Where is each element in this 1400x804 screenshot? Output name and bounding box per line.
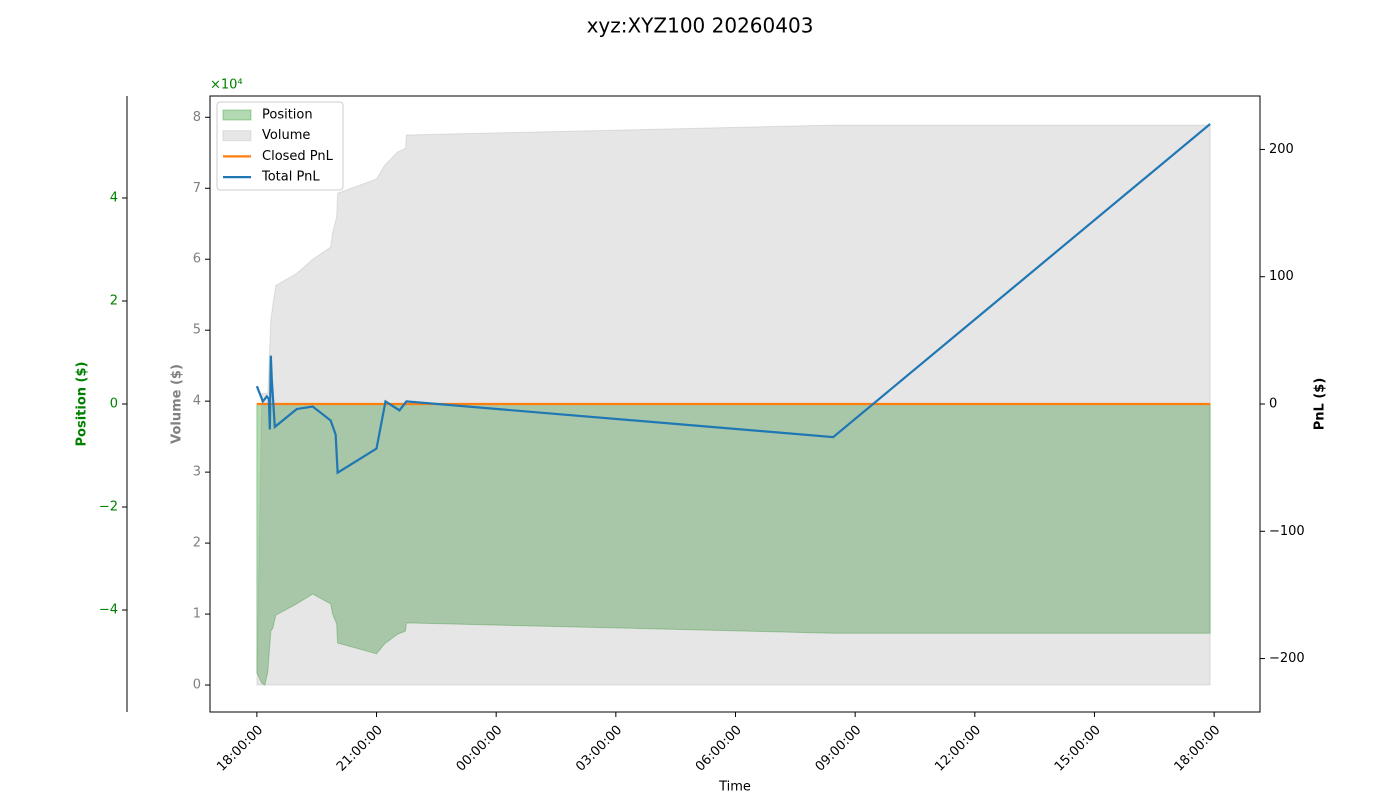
- y-tick-label: 5: [193, 323, 201, 338]
- y-tick-label: −2: [99, 500, 118, 515]
- y-axis-label: Position ($): [75, 362, 90, 447]
- y-axis-label: PnL ($): [1313, 378, 1328, 431]
- chart-title: xyz:XYZ100 20260403: [587, 14, 814, 38]
- y-tick-label: −200: [1269, 651, 1305, 666]
- y-tick-label: 3: [193, 465, 201, 480]
- y-tick-label: 4: [193, 394, 201, 409]
- x-tick-label: 06:00:00: [693, 723, 745, 775]
- x-tick-label: 21:00:00: [334, 723, 386, 775]
- y-tick-label: 6: [193, 252, 201, 267]
- legend-label: Volume: [262, 128, 310, 143]
- y-tick-label: −100: [1269, 524, 1305, 539]
- area: [256, 403, 1211, 687]
- legend-label: Total PnL: [261, 170, 320, 185]
- x-axis-label: Time: [718, 780, 751, 795]
- x-tick-label: 03:00:00: [573, 723, 625, 775]
- legend-label: Closed PnL: [262, 149, 334, 164]
- y-tick-label: 0: [1269, 397, 1277, 412]
- y-tick-label: 8: [193, 110, 201, 125]
- y-axis-label: Volume ($): [170, 364, 185, 444]
- y-tick-label: 2: [193, 536, 201, 551]
- x-tick-label: 18:00:00: [214, 723, 266, 775]
- legend-box: [216, 101, 344, 191]
- y-tick-label: 0: [193, 678, 201, 693]
- x-tick-label: 18:00:00: [1172, 723, 1224, 775]
- y-tick-label: 7: [193, 181, 201, 196]
- y-tick-label: 2: [110, 293, 118, 308]
- x-tick-label: 09:00:00: [813, 723, 865, 775]
- y-tick-label: 1: [193, 607, 201, 622]
- y-tick-label: −4: [99, 603, 118, 618]
- legend-label: Position: [262, 108, 313, 123]
- x-tick-label: 12:00:00: [932, 723, 984, 775]
- legend-swatch: [222, 130, 252, 142]
- y-tick-label: 200: [1269, 142, 1294, 157]
- y-tick-label: 4: [110, 190, 118, 205]
- y-tick-label: 100: [1269, 269, 1294, 284]
- y-tick-label: 0: [110, 397, 118, 412]
- line: [255, 123, 1211, 475]
- x-tick-label: 00:00:00: [454, 723, 506, 775]
- axis-offset-label: ×10⁴: [210, 78, 243, 93]
- legend-swatch: [222, 109, 252, 121]
- x-tick-label: 15:00:00: [1052, 723, 1104, 775]
